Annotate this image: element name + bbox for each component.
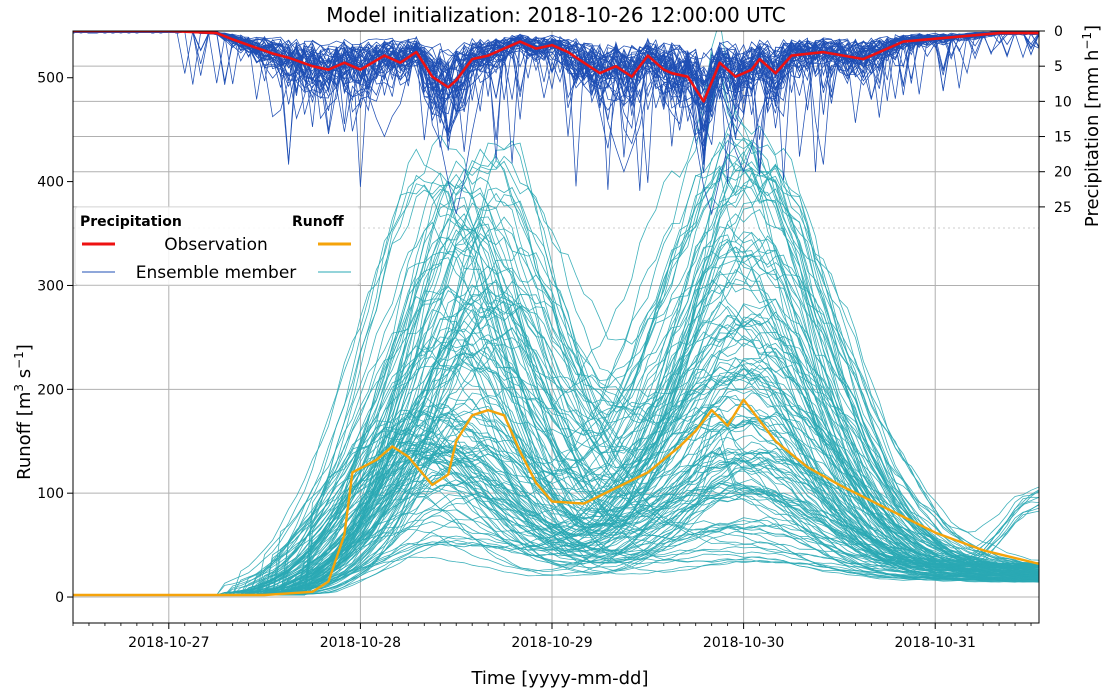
legend: Precipitation Runoff Observation Ensembl…: [74, 206, 361, 286]
x-axis-ticks: 2018-10-27 2018-10-28 2018-10-29 2018-10-30…: [72, 623, 1032, 651]
x-tick-label: 2018-10-30: [703, 635, 784, 651]
runoff-tick-label: 400: [37, 175, 64, 191]
runoff-ensemble-member: [73, 184, 1039, 596]
precipitation-tick-label: 20: [1054, 165, 1072, 181]
runoff-ensemble-series: [73, 31, 1039, 596]
x-tick-label: 2018-10-31: [895, 635, 976, 651]
runoff-tick-label: 200: [37, 382, 64, 398]
x-tick-label: 2018-10-27: [128, 635, 209, 651]
runoff-tick-label: 0: [55, 590, 64, 606]
runoff-ensemble-member: [73, 285, 1039, 596]
precipitation-tick-label: 10: [1054, 94, 1072, 110]
precipitation-tick-label: 0: [1054, 24, 1063, 40]
precipitation-tick-label: 15: [1054, 130, 1072, 146]
runoff-ensemble-member: [73, 342, 1039, 596]
runoff-observation-series: [73, 398, 1039, 597]
legend-header-precipitation: Precipitation: [80, 214, 182, 230]
precipitation-ensemble-series: [73, 31, 1039, 216]
precipitation-observation-line: [73, 31, 1039, 103]
precipitation-ensemble-member: [73, 31, 1039, 173]
precipitation-axis-title: Precipitation [mm h−1]: [1080, 25, 1103, 227]
x-tick-label: 2018-10-29: [511, 635, 592, 651]
runoff-axis-ticks: 0 100 200 300 400 500: [37, 71, 73, 606]
plot-frame: [72, 30, 1040, 624]
runoff-tick-label: 500: [37, 71, 64, 87]
x-tick-label: 2018-10-28: [320, 635, 401, 651]
runoff-axis-title: Runoff [m3 s−1]: [12, 344, 35, 480]
legend-label-ensemble: Ensemble member: [136, 263, 297, 283]
runoff-tick-label: 100: [37, 486, 64, 502]
precipitation-ensemble-member: [73, 31, 1039, 115]
runoff-ensemble-member: [73, 449, 1039, 596]
chart-title: Model initialization: 2018-10-26 12:00:0…: [326, 3, 786, 27]
precipitation-observation-series: [73, 31, 1039, 103]
x-axis-title: Time [yyyy-mm-dd]: [470, 668, 648, 689]
runoff-ensemble-member: [73, 144, 1039, 596]
legend-label-observation: Observation: [164, 235, 268, 255]
legend-header-runoff: Runoff: [292, 214, 344, 230]
precipitation-tick-label: 5: [1054, 59, 1063, 75]
precipitation-axis-ticks: 0 5 10 15 20 25: [1039, 24, 1072, 216]
precipitation-tick-label: 25: [1054, 200, 1072, 216]
runoff-observation-line: [73, 398, 1039, 597]
legend-box: [74, 206, 361, 286]
runoff-tick-label: 300: [37, 278, 64, 294]
